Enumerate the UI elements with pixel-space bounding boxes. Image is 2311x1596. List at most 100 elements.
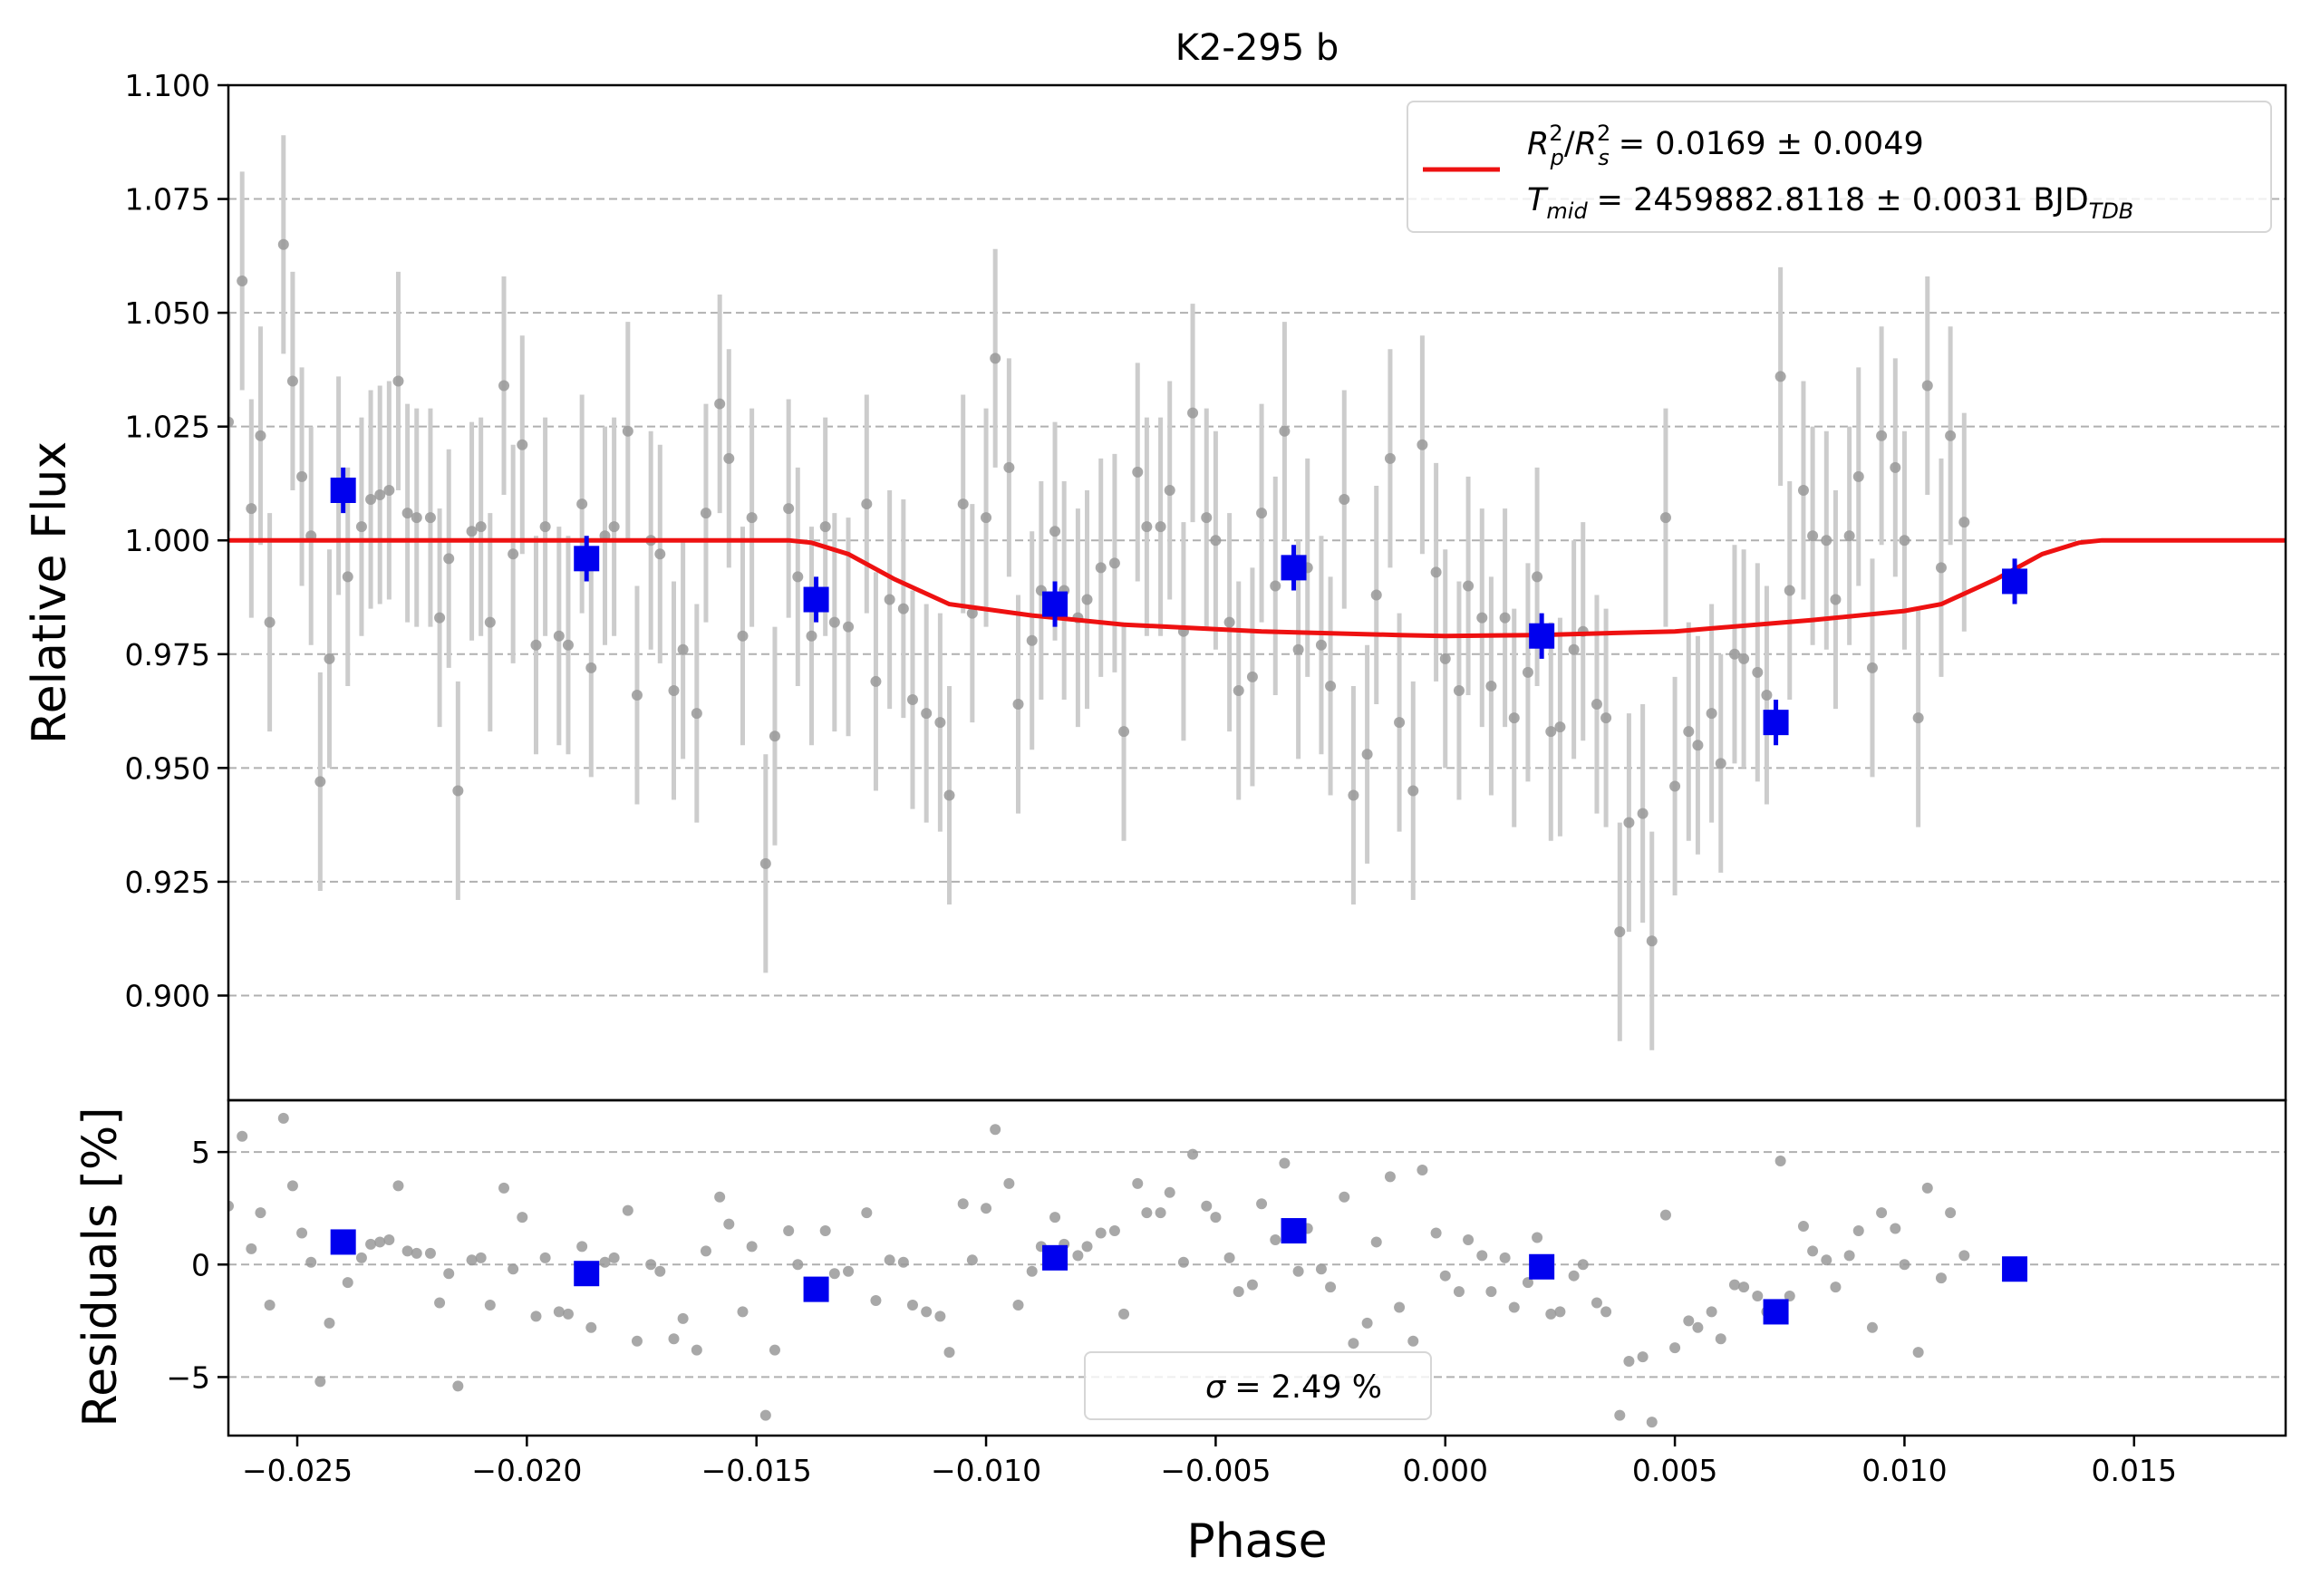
residual-point (1830, 1282, 1842, 1293)
residual-point (1476, 1250, 1488, 1262)
flux-y-axis-label: Relative Flux (23, 441, 77, 744)
residual-point (1921, 1182, 1933, 1194)
phase-x-tick-label: −0.020 (471, 1453, 582, 1488)
residual-point (1797, 1221, 1809, 1233)
residual-point (286, 1180, 298, 1192)
flux-y-ticks: 0.900 0.925 0.950 0.975 1.000 1.025 1.050 1.075… (125, 68, 228, 1013)
residual-point (1012, 1299, 1024, 1311)
residual-points (228, 0, 2291, 1428)
flux-point (2051, 0, 2062, 5)
residual-point (870, 1295, 882, 1307)
residual-point (1407, 1335, 1419, 1347)
flux-point (296, 470, 308, 482)
flux-point (1439, 653, 1451, 664)
residual-point (957, 1198, 969, 1210)
residual-point (1108, 1225, 1120, 1237)
flux-point (759, 857, 771, 869)
flux-point (1499, 612, 1511, 624)
flux-point (1049, 526, 1061, 537)
flux-point (631, 690, 643, 701)
residual-point (2271, 0, 2282, 5)
residual-point (1417, 1164, 1428, 1175)
residual-point (645, 1259, 657, 1271)
residual-point (981, 1203, 992, 1214)
residual-point (443, 1268, 455, 1280)
flux-point (1968, 0, 1978, 5)
residual-point (2129, 0, 2140, 5)
flux-point (1728, 648, 1740, 660)
sigma-entry: σ = 2.49 % (1205, 1369, 1382, 1406)
residual-point (1752, 1291, 1764, 1302)
flux-point (884, 594, 895, 605)
residual-point (1485, 1286, 1497, 1298)
residual-point (1132, 1177, 1144, 1189)
residual-point (677, 1312, 689, 1324)
legend-depth-entry: R2 p/R2 s = 0.0169 ± 0.0049 (1527, 121, 1924, 170)
flux-point (1361, 749, 1373, 760)
residual-point (1958, 1250, 1970, 1262)
flux-point (1843, 530, 1855, 542)
binned-point (330, 477, 356, 503)
legend-tmid-entry: Tmid = 2459882.8118 ± 0.0031 BJDTDB (1527, 182, 2133, 224)
residual-point (2051, 0, 2062, 5)
residual-y-tick-label: −5 (166, 1359, 210, 1395)
residual-point (943, 1347, 955, 1359)
residual-point (700, 1245, 711, 1257)
residual-point (1600, 1306, 1612, 1318)
flux-point (2120, 0, 2131, 5)
flux-point (508, 548, 519, 560)
flux-point (2036, 0, 2047, 5)
flux-point (1394, 717, 1406, 729)
flux-point (921, 708, 933, 720)
residual-point (498, 1182, 510, 1194)
residual-point (246, 1243, 257, 1254)
residual-point (2280, 0, 2291, 5)
residual-point (966, 1254, 978, 1266)
flux-point (553, 630, 565, 642)
residual-point (2258, 0, 2268, 5)
flux-point (1921, 380, 1933, 392)
flux-point (1830, 594, 1842, 605)
residual-point (452, 1380, 464, 1392)
residual-point (1279, 1157, 1291, 1169)
residual-point (1982, 0, 1993, 5)
phase-x-axis-label: Phase (1186, 1514, 1327, 1569)
residual-point (1118, 1308, 1130, 1320)
flux-point (1132, 466, 1144, 478)
flux-point (1201, 512, 1213, 524)
residual-point (622, 1204, 633, 1216)
residual-point (1821, 1254, 1832, 1266)
residual-point (1623, 1356, 1635, 1368)
residual-point (2142, 0, 2153, 5)
flux-y-tick-label: 1.000 (125, 523, 210, 558)
residual-point (1659, 1209, 1671, 1221)
flux-point (401, 508, 413, 519)
residual-point (324, 1317, 335, 1329)
residual-point (277, 1112, 289, 1124)
residual-point (1246, 1279, 1258, 1291)
flux-point (1270, 580, 1281, 592)
residual-point (1026, 1265, 1038, 1277)
residual-point (1370, 1236, 1382, 1248)
flux-point (723, 452, 735, 464)
phase-x-ticks: −0.025 −0.020 −0.015 −0.010 −0.005 0.000 0.005… (242, 1436, 2177, 1488)
residual-point (2074, 0, 2084, 5)
residual-binned-point (2002, 1256, 2028, 1282)
flux-point (228, 416, 234, 428)
flux-point (1591, 699, 1602, 711)
flux-point (562, 639, 574, 651)
flux-point (861, 498, 873, 510)
flux-point (1637, 808, 1649, 819)
flux-point (1430, 566, 1442, 578)
flux-point (1935, 562, 1947, 574)
flux-point (1348, 789, 1359, 801)
flux-point (957, 498, 969, 510)
flux-point (700, 508, 711, 519)
residual-y-tick-label: 5 (191, 1135, 210, 1170)
flux-point (324, 653, 335, 664)
residual-point (517, 1212, 528, 1224)
flux-point (2258, 0, 2268, 5)
flux-point (1761, 690, 1773, 701)
residual-point (861, 1207, 873, 1219)
residual-point (884, 1254, 895, 1266)
